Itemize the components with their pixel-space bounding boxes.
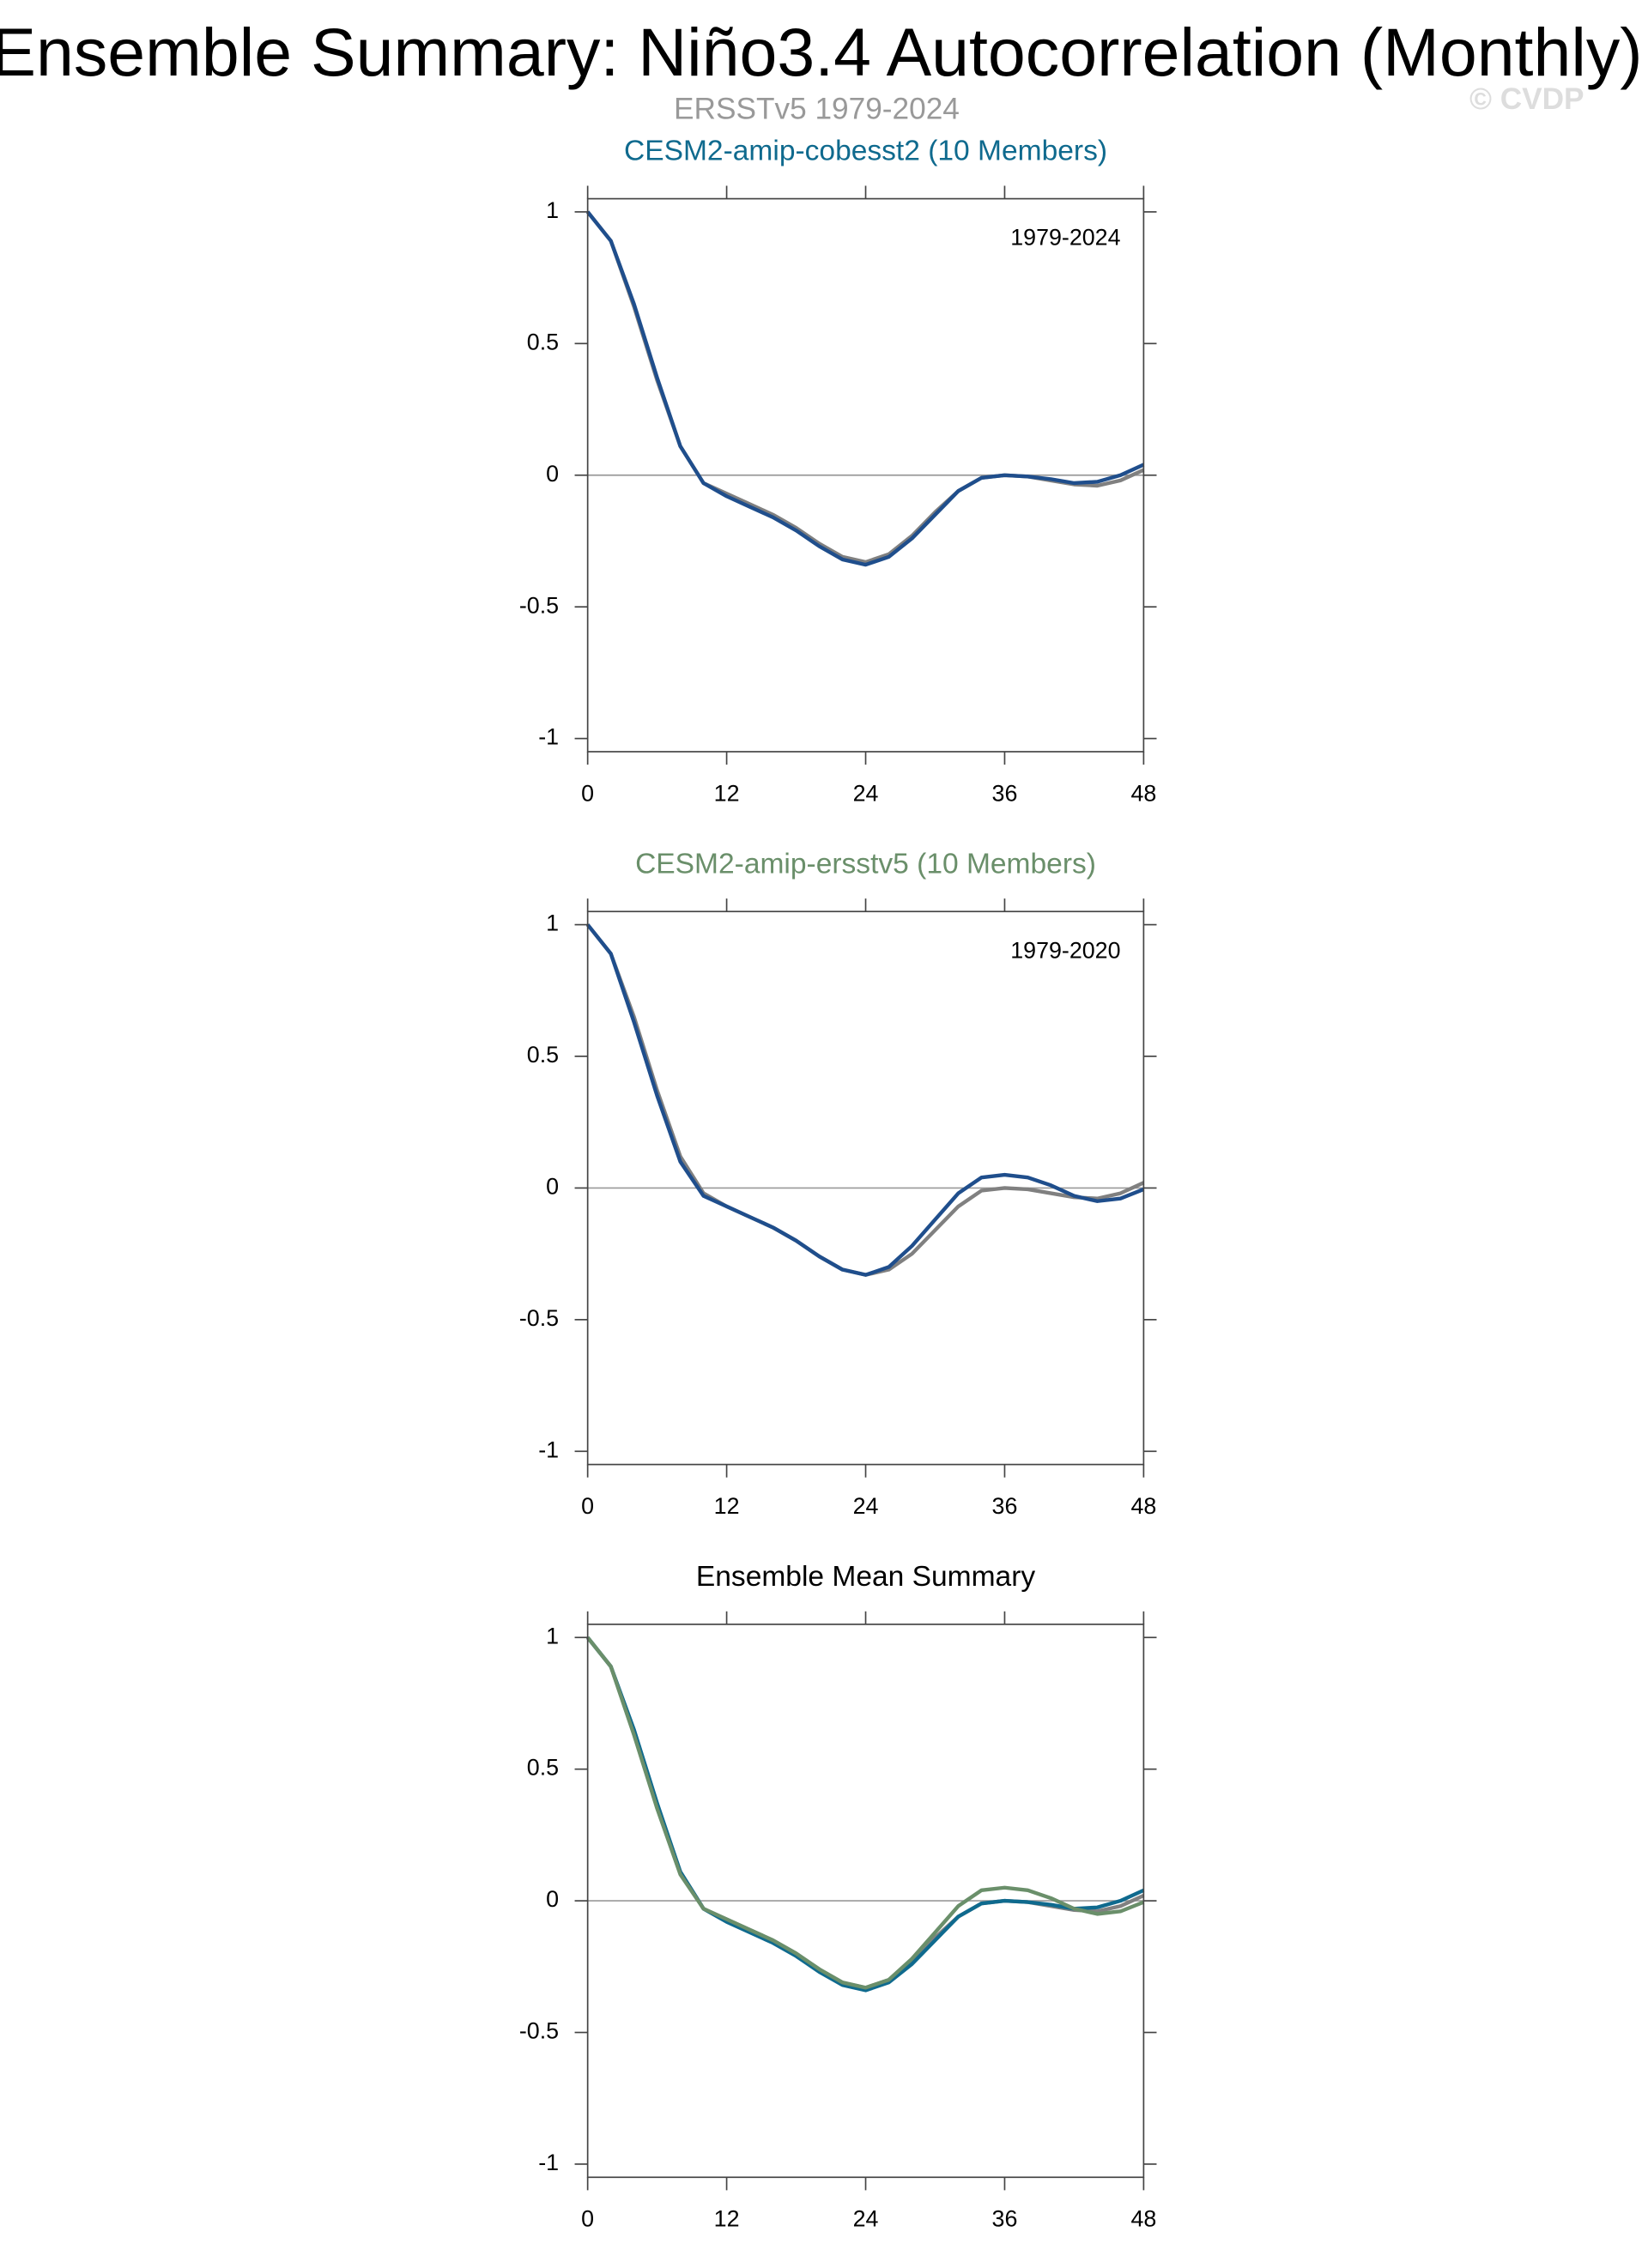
x-tick-label: 0 — [581, 1493, 594, 1519]
y-tick-label: 0 — [546, 1886, 559, 1912]
series-line — [585, 1636, 1145, 1993]
x-tick-label: 0 — [581, 2206, 594, 2232]
panel-title: CESM2-amip-cobesst2 (10 Members) — [624, 136, 1107, 167]
series-line — [585, 210, 1145, 565]
x-tick-label: 48 — [1130, 2206, 1156, 2232]
panel-title: CESM2-amip-ersstv5 (10 Members) — [635, 848, 1096, 880]
series-line — [585, 923, 1145, 1277]
y-tick-label: -0.5 — [519, 1305, 559, 1331]
y-tick-label: -1 — [538, 2150, 559, 2175]
y-tick-label: 0 — [546, 461, 559, 487]
y-tick-label: 0.5 — [527, 329, 559, 354]
x-tick-label: 48 — [1130, 780, 1156, 806]
y-tick-label: 1 — [546, 910, 559, 936]
series-line — [585, 1636, 1145, 1990]
x-tick-label: 24 — [853, 1493, 879, 1519]
y-tick-label: 0.5 — [527, 1755, 559, 1781]
y-tick-label: -1 — [538, 724, 559, 750]
plot-frame — [586, 910, 1145, 1466]
credit: © CVDP — [1469, 82, 1584, 116]
y-tick-label: 0.5 — [527, 1042, 559, 1067]
y-tick-label: 1 — [546, 1623, 559, 1648]
x-tick-label: 12 — [714, 780, 740, 806]
x-tick-label: 12 — [714, 2206, 740, 2232]
x-tick-label: 24 — [853, 2206, 879, 2232]
series-line — [585, 923, 1145, 1277]
x-tick-label: 36 — [992, 1493, 1018, 1519]
figure-subtitle: ERSSTv5 1979-2024 — [674, 93, 960, 126]
annotation: 1979-2024 — [1010, 225, 1120, 251]
x-tick-label: 0 — [581, 780, 594, 806]
y-tick-label: -1 — [538, 1436, 559, 1462]
x-tick-label: 48 — [1130, 1493, 1156, 1519]
y-tick-label: -0.5 — [519, 592, 559, 618]
y-tick-label: 1 — [546, 197, 559, 223]
y-tick-label: 0 — [546, 1174, 559, 1200]
x-tick-label: 12 — [714, 1493, 740, 1519]
x-tick-label: 36 — [992, 2206, 1018, 2232]
annotation: 1979-2020 — [1010, 937, 1120, 963]
x-tick-label: 36 — [992, 780, 1018, 806]
panel-title: Ensemble Mean Summary — [696, 1561, 1035, 1593]
figure-title: Ensemble Summary: Niño3.4 Autocorrelatio… — [0, 15, 1642, 90]
y-tick-label: -0.5 — [519, 2018, 559, 2044]
x-tick-label: 24 — [853, 780, 879, 806]
plot-frame — [586, 197, 1145, 753]
series-line — [585, 210, 1145, 567]
series-line — [585, 1636, 1145, 1990]
plot-frame — [586, 1624, 1145, 2179]
